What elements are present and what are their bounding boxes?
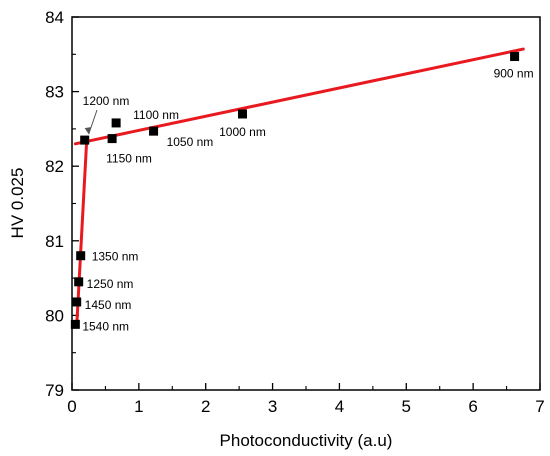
point-label: 1350 nm	[92, 250, 139, 264]
y-tick-label: 79	[45, 381, 64, 400]
x-tick-label: 2	[201, 397, 210, 416]
point-labels: 900 nm 1000 nm 1050 nm 1100 nm 1150 nm 1200 n…	[82, 67, 533, 334]
point-label: 900 nm	[494, 67, 534, 81]
x-tick-label: 7	[535, 397, 544, 416]
fit-lines	[73, 47, 525, 329]
y-axis-title: HV 0.025	[8, 168, 27, 239]
x-tick-label: 4	[335, 397, 344, 416]
x-tick-label: 3	[268, 397, 277, 416]
data-point	[72, 297, 82, 307]
callout-arrow	[88, 109, 98, 135]
data-point	[107, 134, 117, 144]
x-tick-label: 1	[134, 397, 143, 416]
x-axis-ticks: 0 1 2 3 4 5 6 7	[67, 383, 545, 416]
point-label: 1250 nm	[87, 277, 134, 291]
point-label: 1450 nm	[85, 298, 132, 312]
point-label: 1100 nm	[133, 108, 179, 122]
y-tick-label: 83	[45, 83, 64, 102]
data-point	[237, 109, 247, 119]
y-tick-label: 84	[45, 8, 64, 27]
data-points	[70, 52, 520, 329]
point-label: 1000 nm	[219, 125, 266, 139]
data-point	[149, 126, 159, 136]
data-point	[76, 251, 86, 261]
fit-line	[73, 47, 525, 146]
x-tick-label: 6	[468, 397, 477, 416]
y-tick-label: 82	[45, 157, 64, 176]
y-axis-ticks: 79 80 81 82 83 84	[45, 8, 79, 400]
point-label: 1540 nm	[82, 319, 129, 333]
x-tick-label: 5	[402, 397, 411, 416]
fit-line	[75, 138, 89, 329]
y-tick-label: 80	[45, 306, 64, 325]
x-axis-title: Photoconductivity (a.u)	[220, 431, 393, 450]
point-label: 1200 nm	[83, 94, 130, 108]
y-tick-label: 81	[45, 232, 64, 251]
arrow-head	[84, 127, 91, 135]
data-point	[80, 135, 90, 145]
point-label: 1150 nm	[106, 152, 152, 166]
point-label: 1050 nm	[167, 135, 214, 149]
data-point	[74, 277, 84, 287]
data-point	[510, 52, 520, 62]
plot-area-frame	[71, 16, 541, 391]
data-point	[111, 118, 121, 128]
data-point	[70, 319, 80, 329]
x-tick-label: 0	[67, 397, 76, 416]
